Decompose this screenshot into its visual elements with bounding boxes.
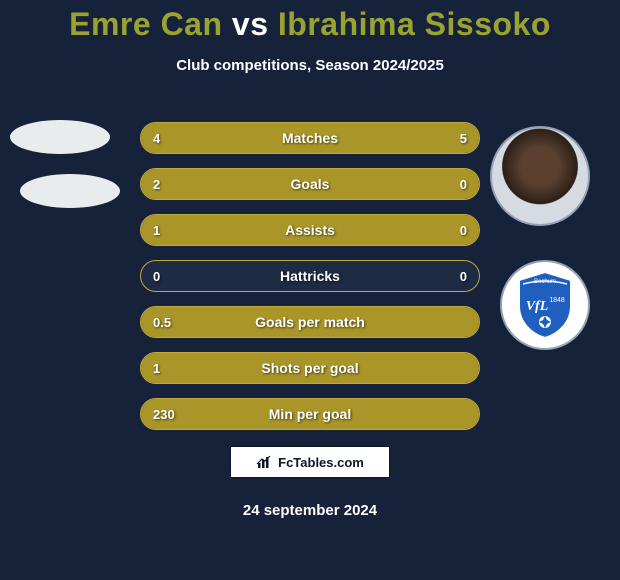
player1-avatar-placeholder-2 <box>20 174 120 208</box>
site-badge[interactable]: FcTables.com <box>230 446 390 478</box>
date: 24 september 2024 <box>0 502 620 519</box>
stat-row: 1Shots per goal <box>140 352 480 384</box>
stat-value-right: 0 <box>460 261 467 291</box>
stat-label: Assists <box>141 215 479 245</box>
stat-row: 230Min per goal <box>140 398 480 430</box>
stat-value-right: 0 <box>460 215 467 245</box>
stat-row: 1Assists0 <box>140 214 480 246</box>
shield-icon: Bochum VfL 1848 <box>515 270 575 340</box>
vs-separator: vs <box>232 6 269 42</box>
stat-row: 0Hattricks0 <box>140 260 480 292</box>
comparison-card: Emre Can vs Ibrahima Sissoko Club compet… <box>0 0 620 580</box>
player2-avatar <box>490 126 590 226</box>
comparison-title: Emre Can vs Ibrahima Sissoko <box>0 6 620 43</box>
stat-label: Min per goal <box>141 399 479 429</box>
stat-label: Hattricks <box>141 261 479 291</box>
player1-avatar-placeholder-1 <box>10 120 110 154</box>
stat-label: Goals <box>141 169 479 199</box>
club-badge-bochum: Bochum VfL 1848 <box>500 260 590 350</box>
stat-label: Shots per goal <box>141 353 479 383</box>
chart-icon <box>256 454 272 470</box>
badge-text-vfl: VfL <box>526 299 549 314</box>
player1-name: Emre Can <box>69 6 222 42</box>
badge-text-year: 1848 <box>549 297 565 304</box>
stat-value-right: 0 <box>460 169 467 199</box>
stat-label: Goals per match <box>141 307 479 337</box>
badge-text-top: Bochum <box>534 279 556 285</box>
site-badge-text: FcTables.com <box>278 455 364 470</box>
subtitle: Club competitions, Season 2024/2025 <box>0 57 620 74</box>
player2-name: Ibrahima Sissoko <box>278 6 551 42</box>
stat-row: 4Matches5 <box>140 122 480 154</box>
stat-row: 2Goals0 <box>140 168 480 200</box>
stat-value-right: 5 <box>460 123 467 153</box>
stat-row: 0.5Goals per match <box>140 306 480 338</box>
stat-label: Matches <box>141 123 479 153</box>
stats-container: 4Matches52Goals01Assists00Hattricks00.5G… <box>140 122 480 444</box>
